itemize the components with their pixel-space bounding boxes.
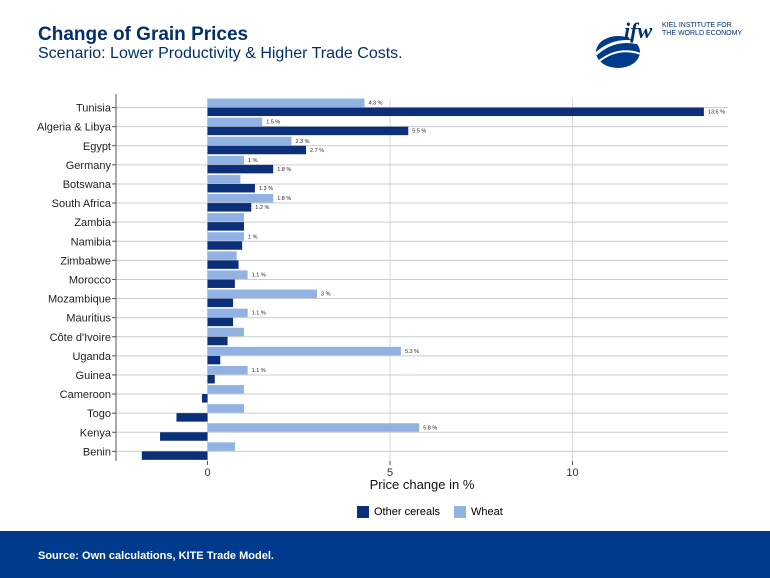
y-tick-label: Togo (87, 408, 111, 420)
data-label-wheat: 1.8 % (277, 196, 291, 202)
data-label-other-cereals: 1.2 % (255, 205, 269, 211)
bar-other-cereals (207, 241, 243, 250)
bar-wheat (207, 423, 420, 432)
bar-wheat (207, 98, 365, 108)
bar-wheat (207, 308, 248, 318)
legend-label-wheat: Wheat (471, 506, 503, 518)
bar-other-cereals (160, 432, 208, 441)
bar-wheat (207, 174, 241, 184)
chart-title: Change of Grain Prices (38, 24, 249, 45)
bar-other-cereals (207, 183, 255, 193)
legend-item-other-cereals: Other cereals (357, 506, 440, 518)
bar-wheat (207, 270, 248, 279)
legend-label-other-cereals: Other cereals (374, 506, 441, 518)
bar-wheat (207, 365, 248, 375)
chart-subtitle: Scenario: Lower Productivity & Higher Tr… (38, 45, 403, 62)
y-tick-label: Zambia (74, 217, 112, 229)
logo-line-1: KIEL INSTITUTE FOR (662, 22, 732, 29)
legend-item-wheat: Wheat (454, 506, 503, 518)
bar-wheat (207, 136, 292, 146)
bar-other-cereals (207, 336, 228, 346)
y-tick-label: South Africa (52, 198, 112, 210)
data-label-wheat: 3 % (321, 292, 331, 298)
data-label-wheat: 4.3 % (368, 101, 382, 107)
bar-other-cereals (207, 317, 234, 327)
x-tick-label: 0 (204, 467, 210, 479)
data-label-wheat: 5.8 % (423, 425, 437, 431)
globe-logo-icon: ifw (594, 18, 652, 68)
bar-wheat (207, 213, 244, 222)
y-tick-label: Zimbabwe (60, 255, 111, 267)
bar-wheat (207, 194, 274, 203)
data-label-wheat: 1.1 % (252, 311, 266, 317)
data-label-wheat: 1.5 % (266, 120, 280, 126)
bar-wheat (207, 327, 244, 337)
legend: Other cereals Wheat (357, 506, 517, 518)
bar-other-cereals (207, 374, 215, 384)
y-tick-label: Guinea (76, 370, 112, 382)
bar-other-cereals (207, 107, 704, 117)
y-tick-label: Tunisia (76, 103, 112, 115)
y-tick-label: Cameroon (60, 389, 111, 401)
bar-other-cereals (207, 222, 244, 231)
y-tick-label: Uganda (72, 351, 111, 363)
bar-wheat (207, 346, 401, 356)
logo-mark: ifw (624, 18, 652, 43)
source-note: Source: Own calculations, KITE Trade Mod… (38, 550, 274, 562)
y-tick-label: Mozambique (48, 294, 111, 306)
bar-other-cereals (176, 413, 208, 422)
bar-chart: Tunisia 4.3 % 13.6 % Algeria & Libya 1.5 % 5.… (37, 94, 728, 492)
y-tick-label: Algeria & Libya (37, 122, 112, 134)
logo-line-2: THE WORLD ECONOMY (662, 30, 743, 37)
bar-other-cereals (207, 279, 235, 288)
bar-other-cereals (207, 203, 252, 212)
legend-swatch-other-cereals (357, 506, 369, 518)
y-tick-label: Kenya (80, 427, 112, 439)
data-label-wheat: 5.3 % (405, 349, 419, 355)
x-axis-title: Price change in % (370, 477, 475, 492)
bar-wheat (207, 117, 263, 127)
y-tick-label: Morocco (69, 274, 111, 286)
bar-wheat (207, 155, 244, 165)
data-label-wheat: 1 % (248, 234, 258, 240)
data-label-wheat: 2.3 % (295, 139, 309, 145)
bar-other-cereals (207, 355, 221, 365)
bar-wheat (207, 251, 237, 260)
data-label-wheat: 1.1 % (252, 368, 266, 374)
data-label-other-cereals: 5.5 % (412, 129, 426, 135)
bar-other-cereals (207, 260, 239, 269)
y-tick-label: Germany (66, 160, 112, 172)
data-label-wheat: 1.1 % (252, 272, 266, 278)
bar-wheat (207, 442, 235, 451)
bar-other-cereals (141, 451, 208, 460)
data-label-other-cereals: 13.6 % (708, 110, 725, 116)
y-tick-label: Benin (83, 446, 111, 458)
bar-wheat (207, 385, 244, 394)
data-label-other-cereals: 2.7 % (310, 148, 324, 154)
y-tick-label: Mauritius (66, 313, 111, 325)
y-tick-label: Namibia (71, 236, 112, 248)
legend-swatch-wheat (454, 506, 467, 518)
bar-wheat (207, 289, 317, 299)
bar-other-cereals (207, 298, 234, 308)
bar-other-cereals (207, 164, 274, 174)
y-tick-label: Botswana (63, 179, 112, 191)
y-tick-label: Côte d'Ivoire (50, 332, 111, 344)
y-tick-label: Egypt (83, 141, 111, 153)
data-label-wheat: 1 % (248, 158, 258, 164)
data-label-other-cereals: 1.8 % (277, 167, 291, 173)
bar-other-cereals (207, 126, 409, 136)
x-tick-label: 10 (566, 467, 578, 479)
bar-other-cereals (202, 394, 208, 403)
x-tick-label: 5 (387, 467, 393, 479)
bar-wheat (207, 404, 244, 413)
bar-wheat (207, 232, 244, 241)
footer-bar: Source: Own calculations, KITE Trade Mod… (0, 531, 770, 578)
data-label-other-cereals: 1.3 % (259, 186, 273, 192)
bar-other-cereals (207, 145, 307, 155)
